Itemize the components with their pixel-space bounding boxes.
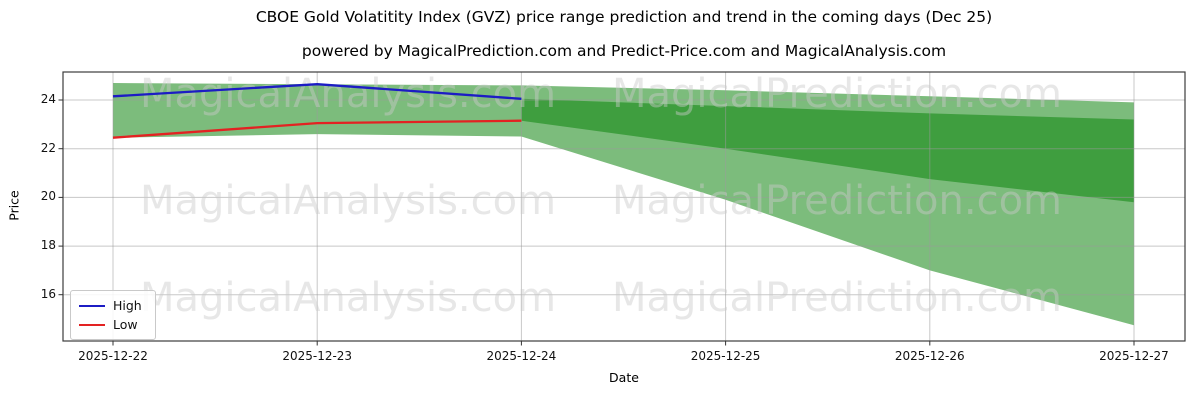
line-high	[112, 83, 522, 100]
watermark-prediction: MagicalPrediction.com	[612, 178, 1062, 224]
y-tick-label: 22	[40, 140, 56, 155]
x-tick-label: 2025-12-24	[486, 349, 557, 363]
legend-item-low: Low	[79, 315, 147, 334]
plot-border	[62, 71, 1186, 342]
x-tick-label: 2025-12-27	[1099, 349, 1169, 363]
legend: High Low	[70, 290, 156, 340]
x-tick-label: 2025-12-26	[894, 349, 965, 363]
x-tick-label: 2025-12-25	[690, 349, 761, 363]
x-tick-label: 2025-12-22	[78, 349, 148, 363]
watermark-analysis: MagicalAnalysis.com	[140, 275, 556, 321]
x-tick-label: 2025-12-23	[282, 349, 353, 363]
y-tick-label: 24	[40, 91, 56, 106]
watermark-prediction: MagicalPrediction.com	[612, 71, 1062, 117]
watermark-analysis: MagicalAnalysis.com	[140, 178, 556, 224]
legend-line-swatch	[79, 323, 105, 326]
band-inner-range	[521, 98, 1134, 203]
y-tick-label: 16	[40, 286, 56, 301]
legend-item-high: High	[79, 296, 147, 315]
legend-line-swatch	[79, 304, 105, 307]
chart-title: CBOE Gold Volatitity Index (GVZ) price r…	[255, 8, 993, 26]
chart-subtitle: powered by MagicalPrediction.com and Pre…	[301, 42, 947, 60]
line-low	[112, 119, 522, 139]
legend-label: High	[113, 298, 142, 313]
watermark-prediction: MagicalPrediction.com	[612, 275, 1062, 321]
watermark-analysis: MagicalAnalysis.com	[140, 71, 556, 117]
y-tick-label: 20	[40, 189, 56, 204]
y-tick-label: 18	[40, 238, 56, 253]
x-axis-label: Date	[609, 370, 639, 385]
legend-label: Low	[113, 317, 138, 332]
